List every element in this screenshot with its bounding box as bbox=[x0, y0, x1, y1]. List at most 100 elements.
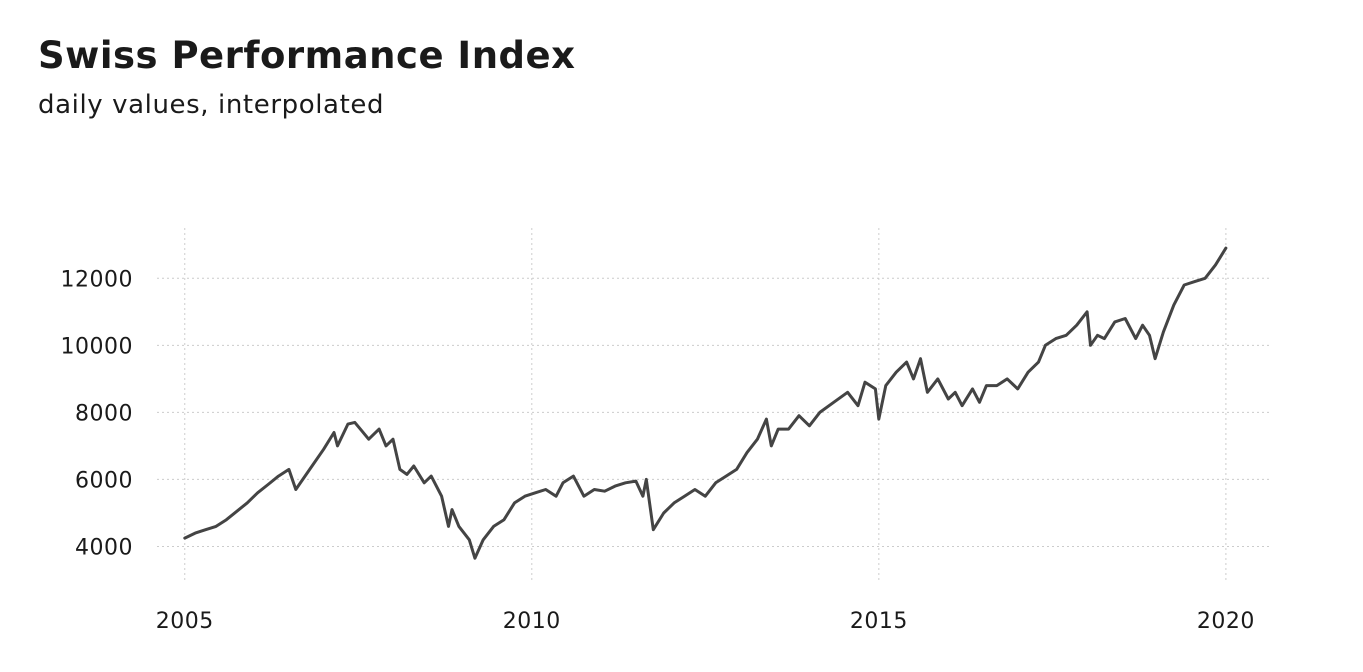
data-point bbox=[788, 428, 790, 430]
data-point bbox=[246, 502, 248, 504]
data-point bbox=[593, 489, 595, 490]
data-point bbox=[1044, 344, 1046, 346]
data-point bbox=[715, 482, 717, 484]
data-point bbox=[441, 495, 443, 497]
data-point bbox=[1162, 331, 1164, 333]
data-point bbox=[635, 480, 637, 482]
data-point bbox=[278, 475, 279, 477]
data-point bbox=[847, 391, 849, 393]
data-point bbox=[1006, 378, 1008, 380]
data-point bbox=[583, 495, 585, 497]
data-point bbox=[895, 371, 897, 373]
data-point bbox=[309, 468, 311, 470]
data-point bbox=[885, 385, 887, 387]
data-point bbox=[493, 525, 495, 527]
data-point bbox=[1124, 318, 1126, 319]
data-point bbox=[979, 401, 980, 403]
data-point bbox=[1215, 264, 1216, 266]
data-point bbox=[399, 468, 401, 470]
data-point bbox=[1149, 334, 1150, 336]
data-point bbox=[406, 473, 408, 475]
y-tick-label: 4000 bbox=[75, 535, 133, 560]
data-point bbox=[534, 492, 536, 494]
data-point bbox=[333, 432, 335, 433]
data-point bbox=[1027, 371, 1029, 373]
data-point bbox=[756, 438, 758, 440]
data-point bbox=[295, 489, 297, 490]
data-point bbox=[920, 358, 921, 360]
data-point bbox=[996, 385, 998, 387]
data-point bbox=[257, 492, 259, 494]
x-tick-label: 2015 bbox=[850, 609, 908, 634]
data-point bbox=[642, 495, 644, 497]
data-point bbox=[961, 405, 963, 407]
data-point bbox=[354, 421, 356, 423]
data-point bbox=[1055, 338, 1057, 340]
data-point bbox=[777, 428, 779, 430]
data-point bbox=[1097, 334, 1098, 336]
data-point bbox=[1135, 338, 1137, 340]
data-point bbox=[215, 525, 217, 527]
data-point bbox=[864, 381, 866, 383]
y-tick-label: 6000 bbox=[75, 468, 133, 493]
data-point bbox=[808, 425, 810, 427]
data-point bbox=[236, 510, 238, 512]
data-point bbox=[684, 495, 685, 497]
data-point bbox=[913, 378, 914, 380]
data-point bbox=[765, 418, 767, 420]
data-point bbox=[514, 502, 515, 504]
data-point bbox=[368, 438, 370, 440]
data-point bbox=[694, 489, 696, 490]
data-point bbox=[1204, 277, 1206, 279]
data-point bbox=[451, 509, 453, 511]
data-point bbox=[1183, 284, 1185, 286]
y-tick-label: 10000 bbox=[61, 334, 134, 359]
data-point bbox=[673, 502, 675, 504]
x-tick-label: 2020 bbox=[1197, 609, 1255, 634]
data-point bbox=[385, 445, 387, 447]
data-point bbox=[1225, 247, 1227, 249]
data-point bbox=[1142, 324, 1144, 326]
gridlines bbox=[157, 228, 1271, 580]
data-point bbox=[725, 475, 727, 477]
data-point bbox=[361, 430, 363, 432]
data-point bbox=[604, 490, 606, 492]
x-tick-label: 2005 bbox=[156, 609, 214, 634]
data-point bbox=[194, 532, 196, 534]
data-point bbox=[625, 482, 626, 484]
y-tick-label: 8000 bbox=[75, 401, 133, 426]
data-point bbox=[524, 495, 526, 497]
data-point bbox=[906, 361, 908, 363]
data-point bbox=[288, 468, 290, 470]
data-point bbox=[184, 537, 186, 539]
data-point bbox=[874, 388, 876, 390]
y-tick-label: 12000 bbox=[61, 267, 134, 292]
data-point bbox=[545, 489, 547, 490]
series-layer bbox=[183, 246, 1228, 560]
data-point bbox=[413, 465, 415, 467]
data-point bbox=[1017, 388, 1019, 390]
data-point bbox=[323, 448, 325, 450]
data-point bbox=[878, 418, 880, 420]
data-point bbox=[423, 482, 425, 484]
data-point bbox=[1065, 334, 1067, 336]
data-point bbox=[458, 525, 460, 527]
data-point bbox=[482, 539, 484, 541]
data-point bbox=[736, 468, 738, 470]
data-point bbox=[770, 445, 772, 447]
data-point bbox=[645, 478, 647, 480]
data-point bbox=[954, 391, 956, 393]
data-point bbox=[746, 452, 748, 454]
data-point bbox=[378, 428, 380, 430]
data-point bbox=[392, 438, 394, 440]
data-point bbox=[1103, 338, 1105, 340]
data-point bbox=[468, 539, 470, 541]
chart-title: Swiss Performance Index bbox=[38, 34, 576, 77]
x-tick-label: 2010 bbox=[503, 609, 561, 634]
data-point bbox=[474, 557, 476, 559]
data-point bbox=[448, 525, 449, 527]
data-point bbox=[1090, 344, 1091, 346]
data-point bbox=[926, 391, 928, 393]
data-point bbox=[1076, 324, 1078, 326]
